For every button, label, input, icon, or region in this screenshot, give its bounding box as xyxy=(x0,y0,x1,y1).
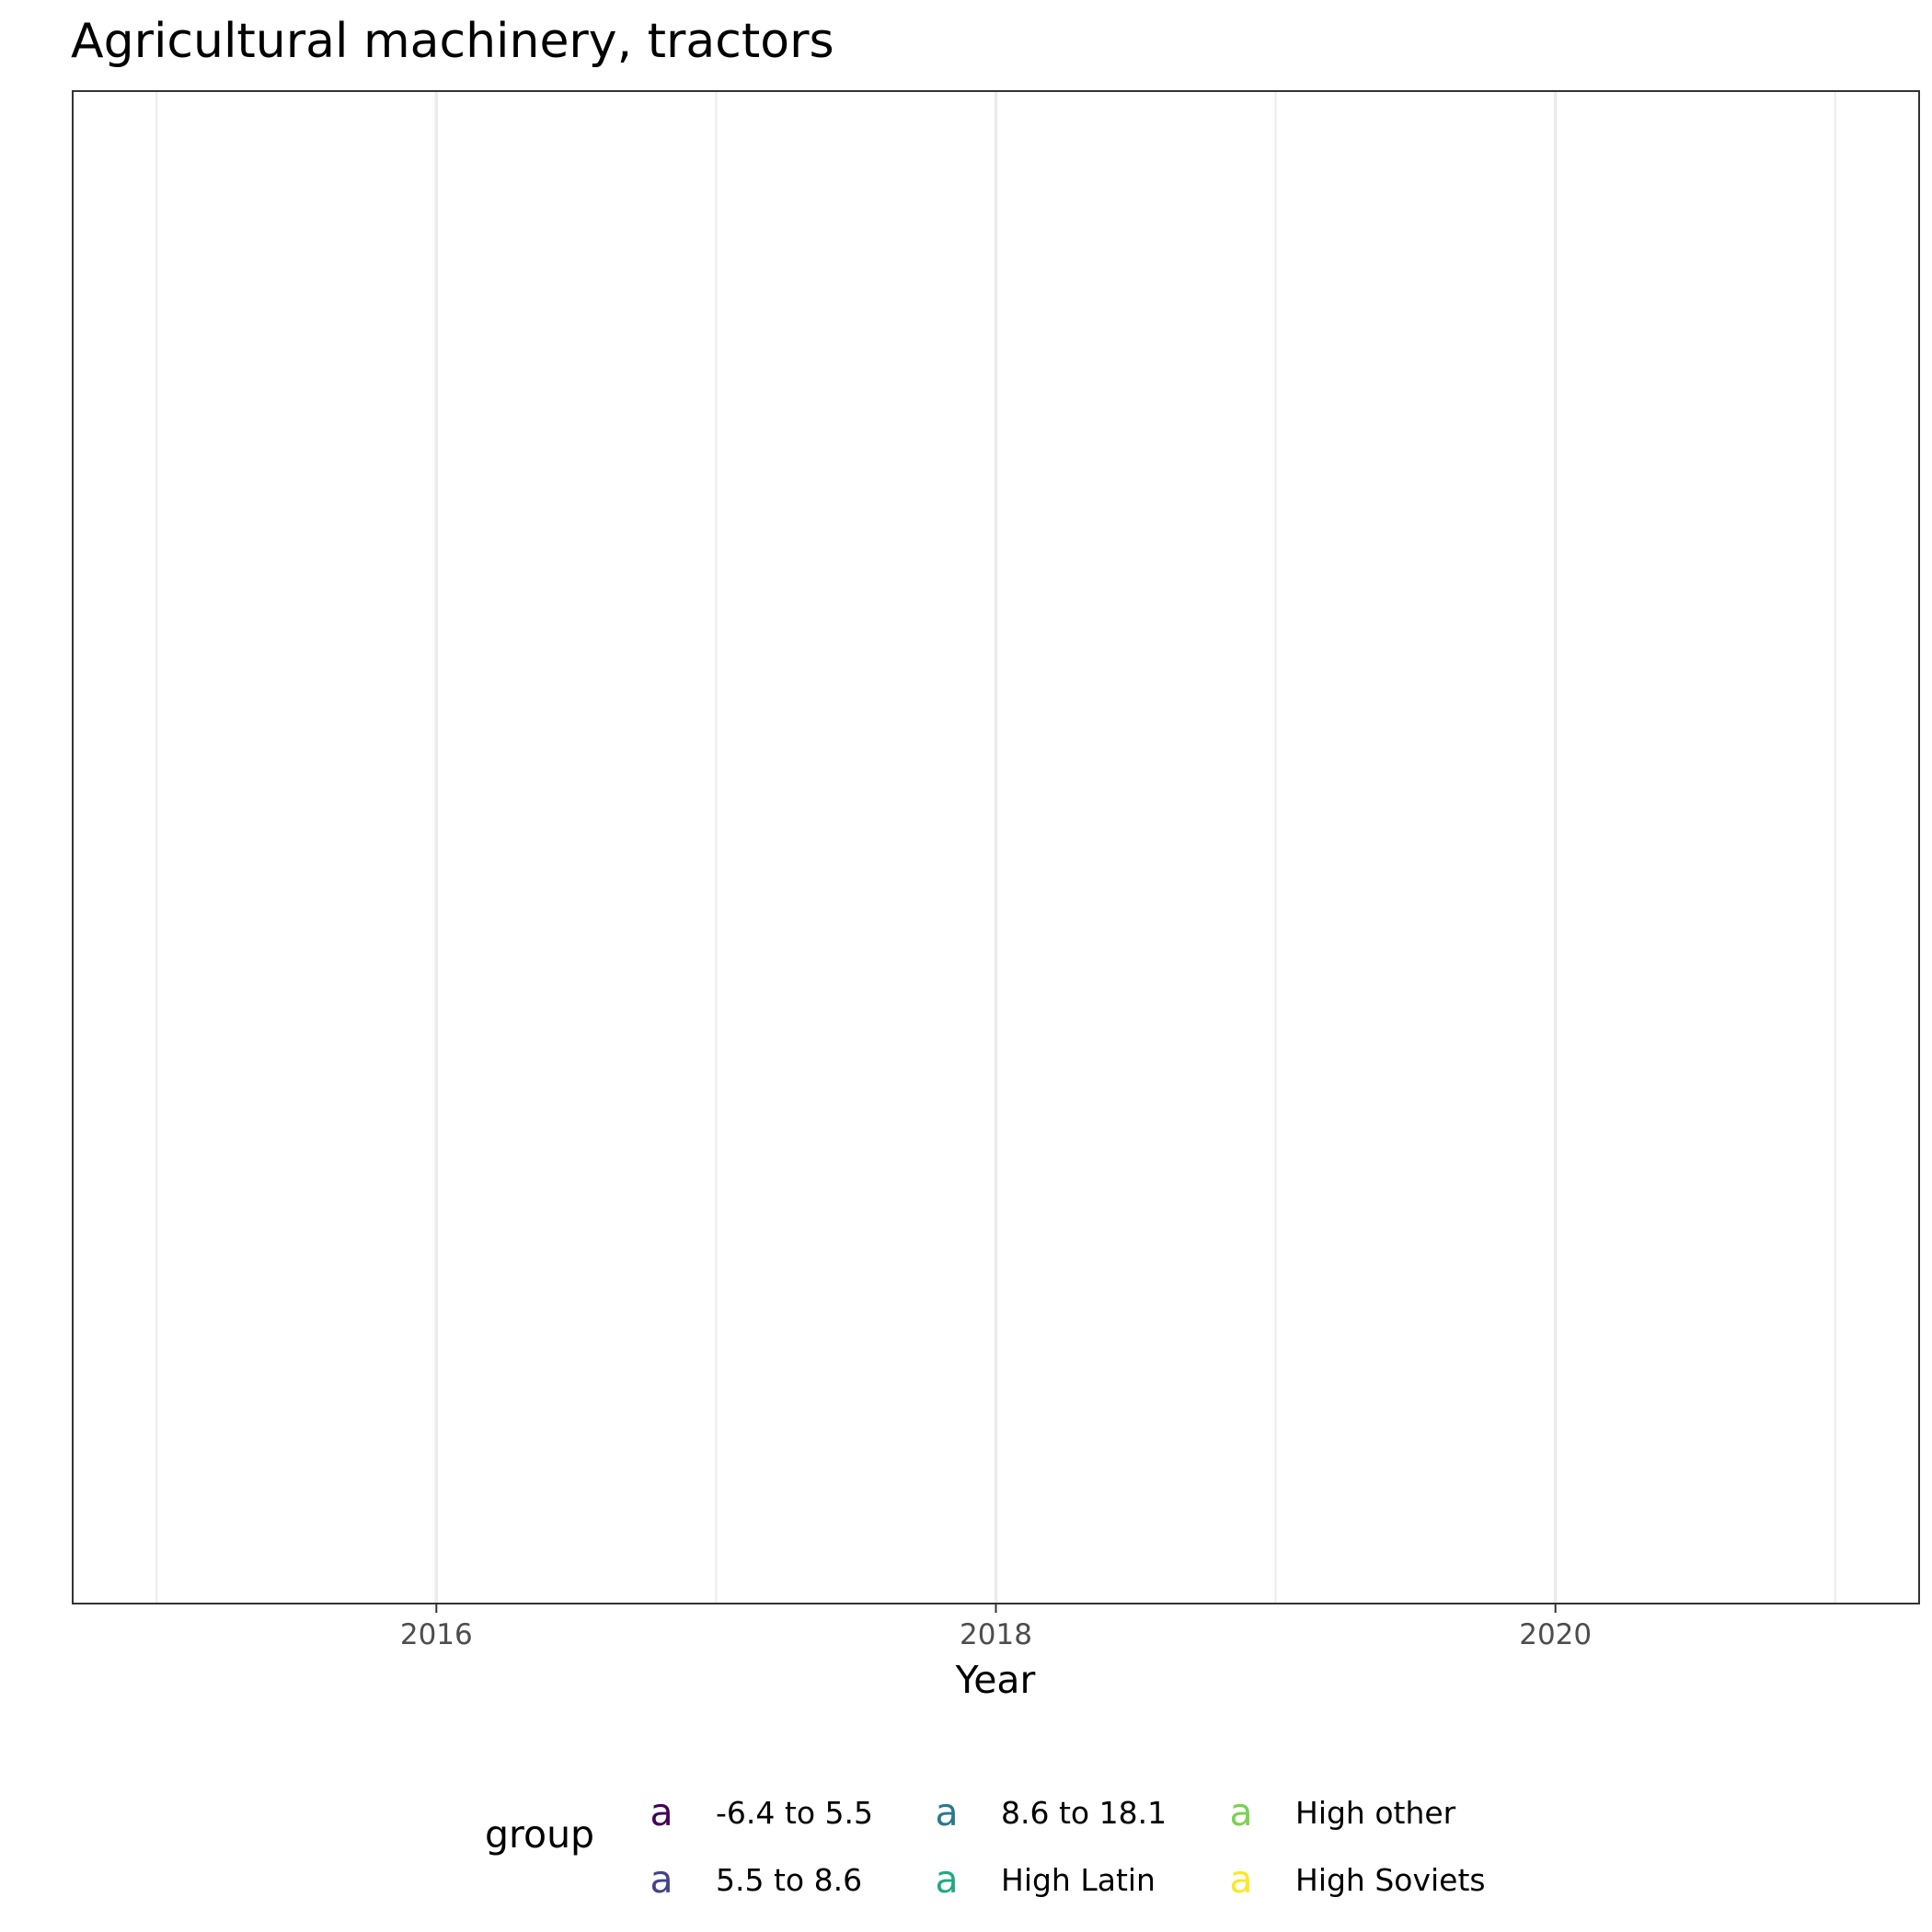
legend-item: a -6.4 to 5.5 xyxy=(650,1790,873,1834)
legend-key: a xyxy=(650,1857,673,1902)
legend-item: a 5.5 to 8.6 xyxy=(650,1857,862,1902)
legend-label: 8.6 to 18.1 xyxy=(1001,1795,1167,1831)
legend-item: a High Latin xyxy=(935,1857,1156,1902)
legend-label: 5.5 to 8.6 xyxy=(716,1862,862,1898)
legend-key: a xyxy=(1229,1857,1252,1902)
legend-item: a High Soviets xyxy=(1229,1857,1485,1902)
legend-key: a xyxy=(650,1790,673,1834)
x-axis-title: Year xyxy=(955,1658,1036,1702)
legend-key: a xyxy=(935,1857,958,1902)
legend-label: High Latin xyxy=(1001,1862,1156,1898)
legend-key: a xyxy=(1229,1790,1252,1834)
x-tick-label: 2016 xyxy=(400,1618,473,1651)
legend: group a -6.4 to 5.5 a 5.5 to 8.6 a 8.6 to 18.… xyxy=(485,1790,1486,1902)
legend-title: group xyxy=(485,1812,594,1857)
grid-lines xyxy=(155,91,1836,1604)
legend-label: High Soviets xyxy=(1295,1862,1486,1898)
legend-label: High other xyxy=(1295,1795,1456,1831)
legend-label: -6.4 to 5.5 xyxy=(716,1795,873,1831)
legend-item: a 8.6 to 18.1 xyxy=(935,1790,1167,1834)
chart-title: Agricultural machinery, tractors xyxy=(71,14,834,69)
x-axis: 2016 2018 2020 xyxy=(400,1604,1592,1651)
x-tick-label: 2018 xyxy=(960,1618,1032,1651)
legend-item: a High other xyxy=(1229,1790,1455,1834)
legend-items: a -6.4 to 5.5 a 5.5 to 8.6 a 8.6 to 18.1 a High… xyxy=(650,1790,1485,1902)
legend-key: a xyxy=(935,1790,958,1834)
x-tick-label: 2020 xyxy=(1519,1618,1592,1651)
